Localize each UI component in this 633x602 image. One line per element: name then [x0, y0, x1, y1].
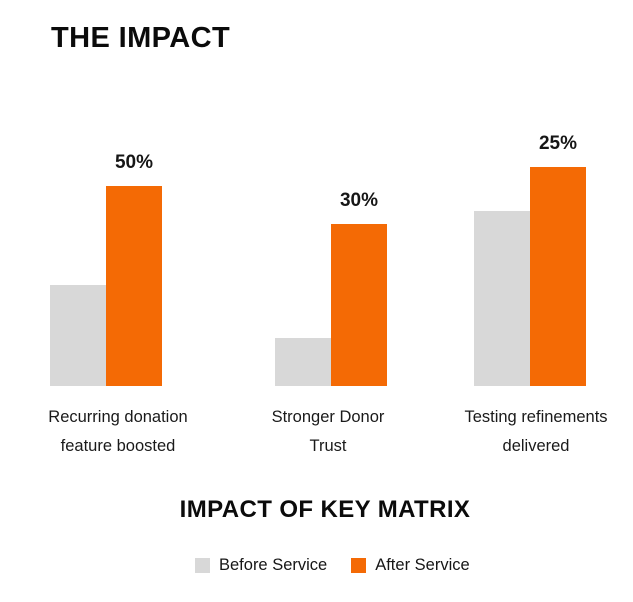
legend-item-after: After Service	[351, 555, 470, 575]
value-label-recurring-donation: 50%	[114, 152, 154, 173]
bar-before-testing-refinements	[474, 211, 530, 386]
category-label-recurring-donation: Recurring donation feature boosted	[8, 403, 228, 461]
bar-before-donor-trust	[275, 338, 331, 386]
category-label-line1: Testing refinements	[464, 408, 608, 426]
category-label-line2: feature boosted	[60, 437, 176, 455]
legend-swatch-after-icon	[351, 557, 367, 573]
bar-before-recurring-donation	[50, 285, 106, 386]
page-title: THE IMPACT	[51, 22, 231, 54]
legend-item-before: Before Service	[195, 555, 327, 575]
category-label-donor-trust: Stronger Donor Trust	[218, 403, 438, 461]
category-label-line1: Recurring donation	[48, 408, 188, 426]
value-label-testing-refinements: 25%	[538, 133, 578, 154]
chart-title: IMPACT OF KEY MATRIX	[179, 496, 471, 523]
legend-swatch-before-icon	[195, 557, 210, 573]
legend-label-before: Before Service	[219, 556, 328, 574]
bar-after-donor-trust	[331, 224, 387, 386]
legend: Before Service After Service	[195, 555, 470, 575]
value-label-donor-trust: 30%	[339, 190, 379, 211]
bar-after-recurring-donation	[106, 186, 162, 386]
category-label-line2: delivered	[502, 437, 570, 455]
bar-after-testing-refinements	[530, 167, 586, 386]
legend-label-after: After Service	[375, 556, 470, 574]
category-label-testing-refinements: Testing refinements delivered	[426, 403, 633, 461]
category-label-line1: Stronger Donor	[271, 408, 385, 426]
category-label-line2: Trust	[309, 437, 347, 455]
